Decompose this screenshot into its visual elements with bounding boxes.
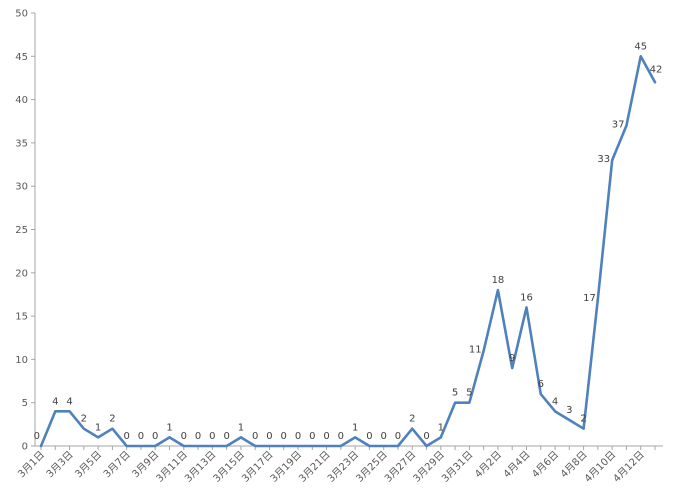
data-label: 1 — [352, 422, 358, 433]
data-label: 2 — [580, 414, 586, 425]
data-label: 0 — [309, 431, 315, 442]
data-label: 0 — [281, 431, 287, 442]
x-tick-label: 4月2日 — [472, 449, 504, 481]
data-label: 9 — [509, 353, 515, 364]
x-tick-label: 3月5日 — [73, 449, 105, 481]
data-label: 0 — [381, 431, 387, 442]
data-label: 45 — [634, 41, 647, 52]
y-tick-label: 20 — [15, 268, 28, 279]
data-label: 4 — [52, 396, 58, 407]
data-label: 2 — [409, 414, 415, 425]
data-label: 18 — [492, 275, 505, 286]
x-tick-label: 4月6日 — [530, 449, 562, 481]
data-label: 0 — [181, 431, 187, 442]
data-label: 37 — [612, 120, 625, 131]
data-label: 0 — [123, 431, 129, 442]
y-tick-label: 50 — [15, 9, 28, 20]
data-label: 0 — [252, 431, 258, 442]
x-tick-label: 3月3日 — [44, 449, 76, 481]
data-label: 0 — [195, 431, 201, 442]
data-label: 5 — [452, 388, 458, 399]
y-tick-label: 15 — [15, 312, 28, 323]
x-axis: 3月1日3月3日3月5日3月7日3月9日3月11日3月13日3月15日3月17日… — [15, 445, 663, 485]
data-label: 0 — [152, 431, 158, 442]
y-tick-label: 40 — [15, 95, 28, 106]
data-label: 0 — [34, 431, 40, 442]
data-label: 0 — [395, 431, 401, 442]
data-label: 0 — [266, 431, 272, 442]
data-label: 1 — [238, 422, 244, 433]
data-label: 1 — [438, 422, 444, 433]
data-label: 0 — [209, 431, 215, 442]
x-tick-label: 4月12日 — [611, 449, 647, 485]
data-label: 2 — [81, 414, 87, 425]
y-tick-label: 30 — [15, 182, 28, 193]
y-axis: 0 5 10 15 20 25 30 35 40 45 50 — [15, 9, 36, 453]
series-layer — [39, 54, 657, 448]
data-label: 3 — [566, 405, 572, 416]
data-label: 1 — [166, 422, 172, 433]
data-label: 4 — [66, 396, 72, 407]
x-tick-label: 3月31日 — [439, 449, 475, 485]
y-tick-label: 25 — [15, 225, 28, 236]
y-tick-label: 5 — [22, 398, 28, 409]
y-tick-label: 45 — [15, 52, 28, 63]
data-label: 0 — [423, 431, 429, 442]
data-label: 17 — [583, 293, 596, 304]
data-label: 42 — [650, 64, 663, 75]
x-tick-label: 3月1日 — [15, 449, 47, 481]
data-label: 0 — [223, 431, 229, 442]
data-label: 2 — [109, 414, 115, 425]
y-tick-label: 0 — [22, 442, 28, 453]
data-label: 0 — [138, 431, 144, 442]
data-label: 33 — [597, 154, 610, 165]
data-label: 0 — [338, 431, 344, 442]
data-label: 11 — [469, 345, 482, 356]
data-label: 4 — [552, 396, 558, 407]
x-tick-label: 3月7日 — [101, 449, 133, 481]
x-tick-label: 4月4日 — [501, 449, 533, 481]
data-label: 0 — [295, 431, 301, 442]
y-tick-label: 35 — [15, 138, 28, 149]
data-label: 5 — [466, 388, 472, 399]
data-label: 6 — [538, 379, 544, 390]
data-label: 16 — [520, 292, 533, 303]
data-label: 0 — [366, 431, 372, 442]
data-label: 0 — [323, 431, 329, 442]
data-label: 1 — [95, 422, 101, 433]
y-tick-label: 10 — [15, 355, 28, 366]
series-line — [39, 54, 657, 448]
